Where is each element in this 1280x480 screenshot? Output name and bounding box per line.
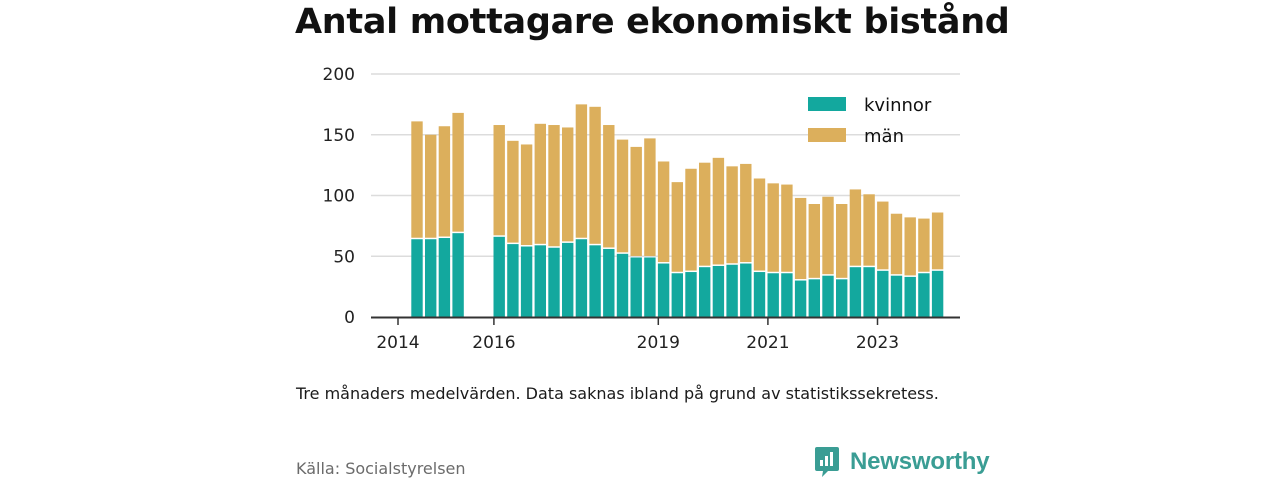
bar-kvinnor (781, 273, 793, 317)
bar-män (918, 218, 930, 272)
bar-kvinnor (562, 242, 574, 317)
bar-män (890, 213, 903, 275)
bar-män (507, 140, 519, 243)
bar-kvinnor (493, 236, 505, 317)
bar-kvinnor (575, 239, 588, 317)
bar-män (712, 157, 725, 265)
bar-kvinnor (520, 246, 533, 317)
bar-män (836, 204, 848, 278)
bar-kvinnor (890, 275, 903, 317)
bar-kvinnor (425, 239, 437, 317)
bar-män (740, 163, 752, 263)
bar-kvinnor (822, 275, 834, 317)
bar-kvinnor (657, 263, 670, 317)
bar-män (904, 217, 916, 276)
bar-män (767, 183, 779, 272)
bar-kvinnor (904, 276, 916, 317)
bar-män (794, 197, 807, 280)
bar-män (808, 204, 820, 278)
bar-män (589, 106, 601, 244)
bar-män (685, 168, 697, 271)
bar-kvinnor (644, 257, 656, 317)
bar-män (425, 134, 437, 238)
bar-kvinnor (603, 248, 615, 317)
bar-kvinnor (699, 267, 711, 317)
bar-kvinnor (849, 267, 862, 317)
legend-label-kvinnor: kvinnor (864, 95, 932, 116)
bar-kvinnor (507, 244, 519, 317)
y-tick-label: 0 (344, 308, 355, 328)
bar-kvinnor (740, 263, 752, 317)
bar-män (931, 212, 944, 270)
x-tick-label: 2019 (637, 333, 680, 353)
bar-män (575, 104, 588, 238)
bar-kvinnor (794, 280, 807, 317)
x-tick-label: 2014 (376, 333, 419, 353)
bar-män (657, 161, 670, 263)
chart-caption: Tre månaders medelvärden. Data saknas ib… (296, 384, 939, 403)
y-tick-label: 200 (323, 65, 355, 85)
bar-chart: 0 50 100 150 200 2014 2016 2019 2021 2023 kvinno… (323, 65, 960, 353)
bar-kvinnor (411, 239, 423, 317)
x-axis: 2014 2016 2019 2021 2023 (371, 316, 960, 353)
bar-män (438, 126, 451, 237)
bar-män (548, 125, 560, 247)
legend-swatch-män (808, 128, 846, 142)
y-tick-label: 150 (323, 126, 355, 146)
y-tick-label: 50 (333, 247, 355, 267)
bar-män (562, 127, 574, 242)
legend: kvinnor män (808, 95, 932, 147)
x-tick-label: 2023 (856, 333, 899, 353)
bar-män (699, 162, 711, 266)
bar-kvinnor (616, 253, 629, 317)
bar-män (452, 112, 464, 232)
bar-män (493, 125, 505, 236)
bar-män (411, 121, 423, 238)
bar-kvinnor (808, 279, 820, 317)
bar-kvinnor (918, 273, 930, 317)
bar-kvinnor (685, 272, 697, 317)
bar-kvinnor (767, 273, 779, 317)
bar-män (630, 146, 642, 256)
x-tick-label: 2016 (472, 333, 515, 353)
bar-män (877, 201, 889, 270)
bar-män (534, 123, 546, 244)
chart-title: Antal mottagare ekonomiskt bistånd (295, 2, 1010, 42)
bar-kvinnor (836, 279, 848, 317)
bar-kvinnor (726, 264, 738, 317)
bar-män (849, 189, 862, 266)
bar-kvinnor (931, 270, 944, 317)
bar-män (822, 196, 834, 275)
bar-kvinnor (863, 267, 875, 317)
source-note: Källa: Socialstyrelsen (296, 459, 466, 478)
bar-män (753, 178, 766, 271)
bar-män (781, 184, 793, 272)
bar-kvinnor (548, 247, 560, 317)
bar-kvinnor (452, 233, 464, 317)
y-tick-label: 100 (323, 187, 355, 207)
bar-kvinnor (630, 257, 642, 317)
bar-män (644, 138, 656, 256)
brand-logo: Newsworthy (814, 446, 990, 478)
y-axis: 0 50 100 150 200 (323, 65, 355, 328)
legend-swatch-kvinnor (808, 97, 846, 111)
bar-män (863, 194, 875, 266)
newsworthy-logo-icon (815, 447, 839, 477)
x-tick-label: 2021 (746, 333, 789, 353)
bar-kvinnor (671, 273, 683, 317)
bar-kvinnor (712, 265, 725, 317)
bar-kvinnor (589, 245, 601, 317)
bar-män (616, 139, 629, 253)
bar-män (520, 144, 533, 246)
bar-män (671, 182, 683, 272)
bars (411, 104, 944, 317)
bar-kvinnor (753, 272, 766, 317)
brand-name: Newsworthy (850, 448, 990, 475)
legend-label-män: män (864, 126, 904, 147)
bar-kvinnor (534, 245, 546, 317)
bar-män (603, 125, 615, 248)
bar-kvinnor (877, 270, 889, 317)
bar-kvinnor (438, 238, 451, 317)
bar-män (726, 166, 738, 264)
